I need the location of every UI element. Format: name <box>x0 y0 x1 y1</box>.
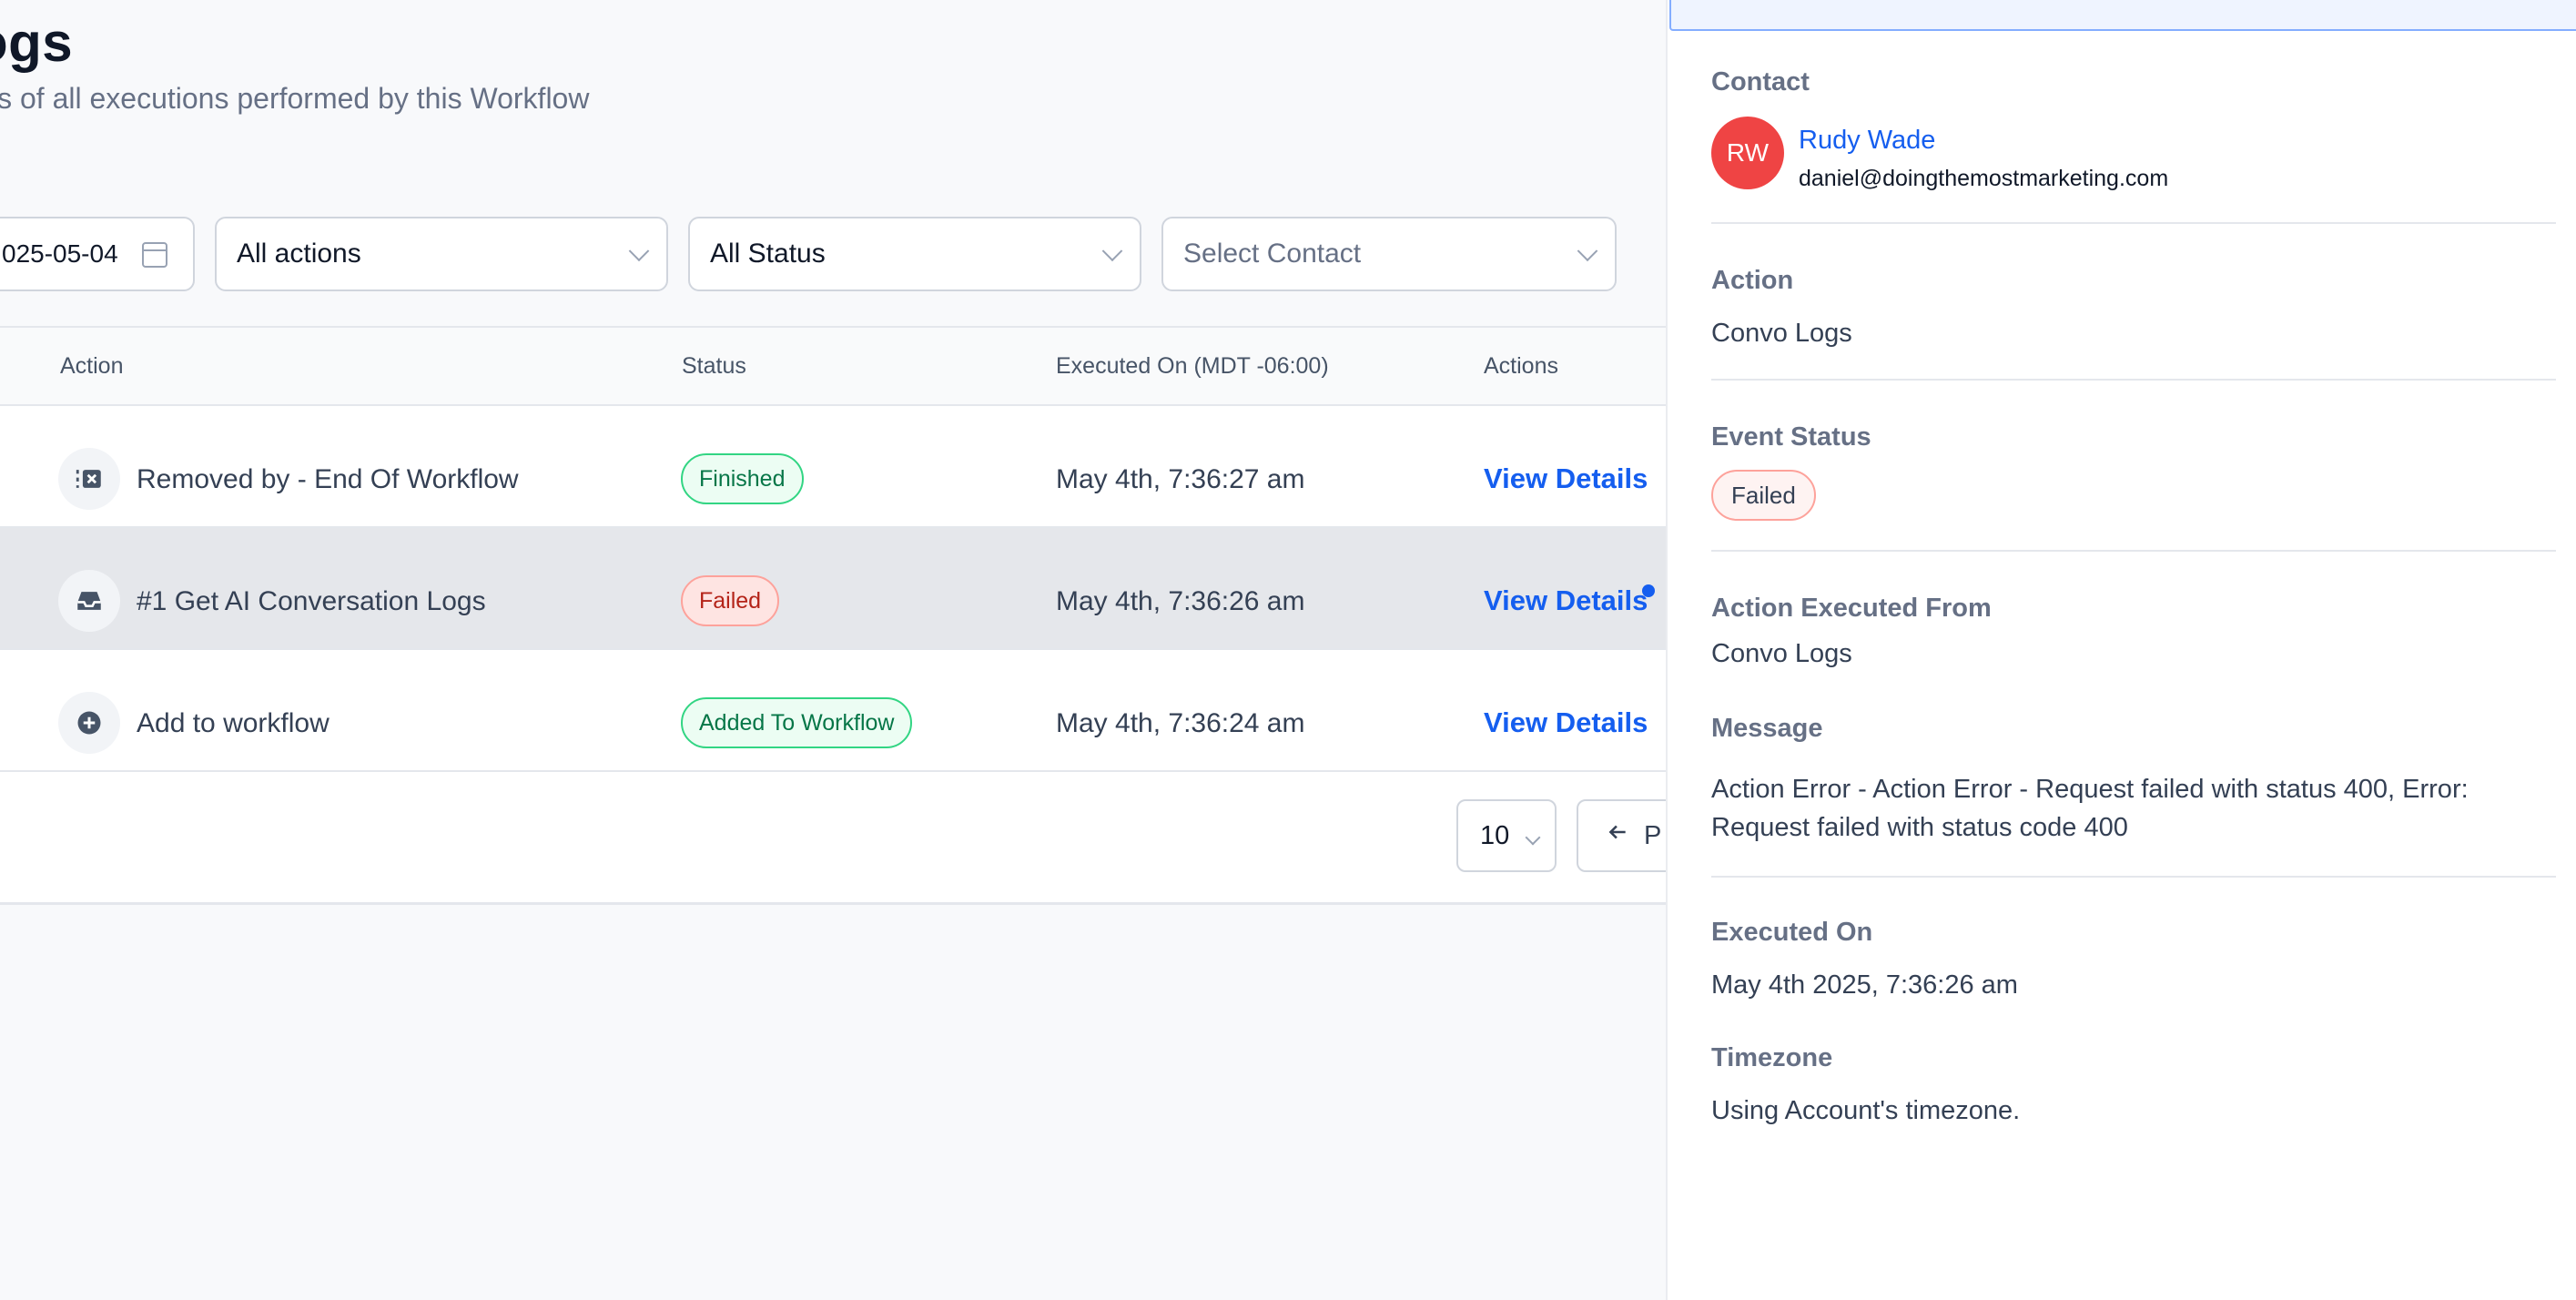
contact-label: Contact <box>1711 67 1810 96</box>
executed-from-value: Convo Logs <box>1711 639 1852 668</box>
executed-on-value: May 4th 2025, 7:36:26 am <box>1711 970 2018 1000</box>
page-title: ogs <box>0 12 74 73</box>
table-row[interactable]: #1 Get AI Conversation Logs Failed May 4… <box>0 528 1666 650</box>
row-action-name: Removed by - End Of Workflow <box>137 464 519 494</box>
action-value: Convo Logs <box>1711 319 1852 348</box>
page-size-value: 10 <box>1480 820 1510 850</box>
message-label: Message <box>1711 714 1823 743</box>
row-executed-on: May 4th, 7:36:26 am <box>1056 586 1305 616</box>
divider <box>1711 550 2556 552</box>
view-details-link[interactable]: View Details <box>1484 584 1648 616</box>
table-row[interactable]: Removed by - End Of Workflow Finished Ma… <box>0 406 1666 528</box>
plus-circle-icon <box>58 692 120 754</box>
calendar-icon <box>142 242 167 268</box>
drawer-header-bar <box>1669 0 2576 31</box>
status-filter-value: All Status <box>710 239 826 269</box>
table-row[interactable]: Add to workflow Added To Workflow May 4t… <box>0 650 1666 772</box>
row-action-name: #1 Get AI Conversation Logs <box>137 586 486 616</box>
row-executed-on: May 4th, 7:36:24 am <box>1056 708 1305 738</box>
status-badge: Failed <box>681 575 780 626</box>
message-value: Action Error - Action Error - Request fa… <box>1711 775 2469 842</box>
status-badge: Finished <box>681 453 804 504</box>
chevron-down-icon <box>1577 240 1598 262</box>
executed-on-label: Executed On <box>1711 918 1873 947</box>
view-details-link[interactable]: View Details <box>1484 462 1648 494</box>
view-details-link[interactable]: View Details <box>1484 706 1648 738</box>
avatar: RW <box>1711 117 1784 189</box>
timezone-value: Using Account's timezone. <box>1711 1096 2021 1125</box>
contact-email: daniel@doingthemostmarketing.com <box>1799 166 2169 191</box>
page-size-select[interactable]: 10 <box>1456 799 1557 872</box>
status-badge: Added To Workflow <box>681 697 913 748</box>
header-executed-on: Executed On (MDT -06:00) <box>1056 353 1329 379</box>
action-label: Action <box>1711 266 1794 295</box>
chevron-down-icon <box>628 240 650 262</box>
row-action-name: Add to workflow <box>137 708 330 738</box>
selected-indicator-dot <box>1642 584 1655 597</box>
inbox-icon <box>58 570 120 632</box>
contact-name-link[interactable]: Rudy Wade <box>1799 126 1936 155</box>
chevron-down-icon <box>1525 829 1541 846</box>
timezone-label: Timezone <box>1711 1043 1833 1072</box>
table-header: Action Status Executed On (MDT -06:00) A… <box>0 328 1666 406</box>
header-status: Status <box>682 353 746 379</box>
event-status-label: Event Status <box>1711 422 1871 452</box>
chevron-down-icon <box>1101 240 1123 262</box>
date-range-filter[interactable]: 025-05-04 <box>0 217 195 291</box>
prev-page-label: P <box>1644 820 1662 850</box>
remove-from-workflow-icon <box>58 448 120 510</box>
event-status-badge: Failed <box>1711 470 1816 521</box>
executed-from-label: Action Executed From <box>1711 594 1992 623</box>
divider <box>1711 876 2556 878</box>
header-action: Action <box>60 353 124 379</box>
row-executed-on: May 4th, 7:36:27 am <box>1056 464 1305 494</box>
divider <box>1711 222 2556 224</box>
contact-filter[interactable]: Select Contact <box>1161 217 1617 291</box>
page-subtitle: ls of all executions performed by this W… <box>0 82 590 115</box>
header-actions: Actions <box>1484 353 1558 379</box>
divider <box>1711 379 2556 381</box>
actions-filter[interactable]: All actions <box>215 217 668 291</box>
log-details-drawer: Contact RW Rudy Wade daniel@doingthemost… <box>1666 0 2576 1300</box>
date-value: 025-05-04 <box>2 239 118 268</box>
execution-logs-table: Action Status Executed On (MDT -06:00) A… <box>0 326 1666 905</box>
actions-filter-value: All actions <box>237 239 361 269</box>
contact-filter-placeholder: Select Contact <box>1183 239 1362 269</box>
status-filter[interactable]: All Status <box>688 217 1141 291</box>
arrow-left-icon <box>1606 820 1629 851</box>
